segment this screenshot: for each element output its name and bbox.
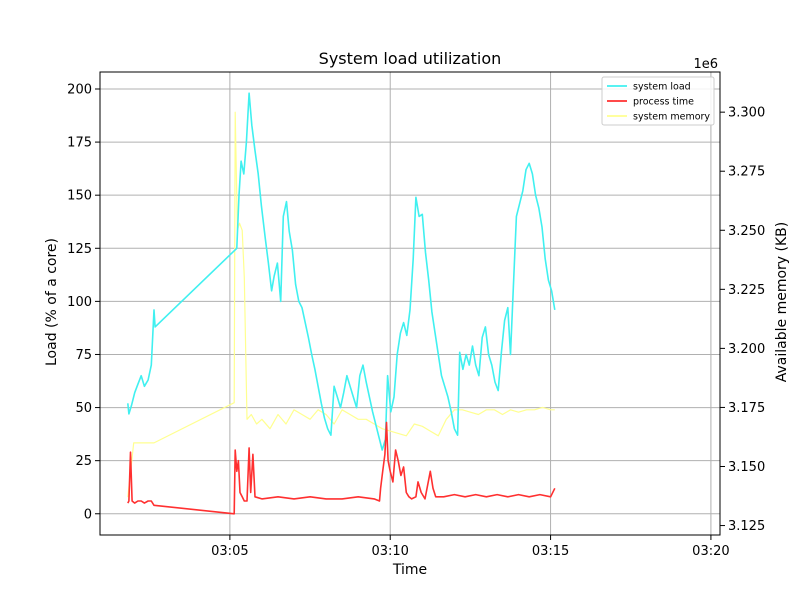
y-tick-label: 50 [75,401,92,416]
x-tick-label: 03:05 [211,544,248,559]
y2-offset-text: 1e6 [693,57,718,72]
y-tick-label: 0 [84,507,92,522]
y2-tick-label: 3.175 [728,401,765,416]
y2-tick-label: 3.125 [728,519,765,534]
y2-tick-label: 3.225 [728,283,765,298]
y-tick-label: 150 [67,189,92,204]
axes: 03:05 03:10 03:15 03:20 0 25 50 75 100 125 150 175 2… [67,71,765,559]
legend-label: process time [633,97,694,108]
legend-label: system load [633,82,691,93]
y2-tick-label: 3.150 [728,460,765,475]
y2-tick-label: 3.250 [728,224,765,239]
grid [100,72,720,535]
y2-tick-label: 3.200 [728,342,765,357]
x-tick-label: 03:10 [371,544,408,559]
x-axis-label: Time [392,562,427,578]
plot-frame [99,71,721,536]
y-tick-label: 175 [67,136,92,151]
y-tick-label: 75 [75,348,92,363]
y2-tick-label: 3.300 [728,106,765,121]
series-line-system-load [127,92,556,451]
y-tick-label: 100 [67,295,92,310]
legend-label: system memory [633,112,710,123]
x-tick-label: 03:20 [692,544,729,559]
y-tick-label: 200 [67,82,92,97]
chart-title: System load utilization [319,49,502,68]
series-line-process-time [127,421,556,515]
y-axis-label: Load (% of a core) [44,238,60,366]
y-tick-label: 125 [67,242,92,257]
series-line-system-memory [127,111,555,498]
x-tick-label: 03:15 [532,544,569,559]
series-layer [127,92,556,515]
y2-axis-label: Available memory (KB) [774,222,790,382]
y2-tick-label: 3.275 [728,165,765,180]
legend-box [601,76,715,126]
y-tick-label: 25 [75,454,92,469]
legend: system load process time system memory [601,76,715,126]
